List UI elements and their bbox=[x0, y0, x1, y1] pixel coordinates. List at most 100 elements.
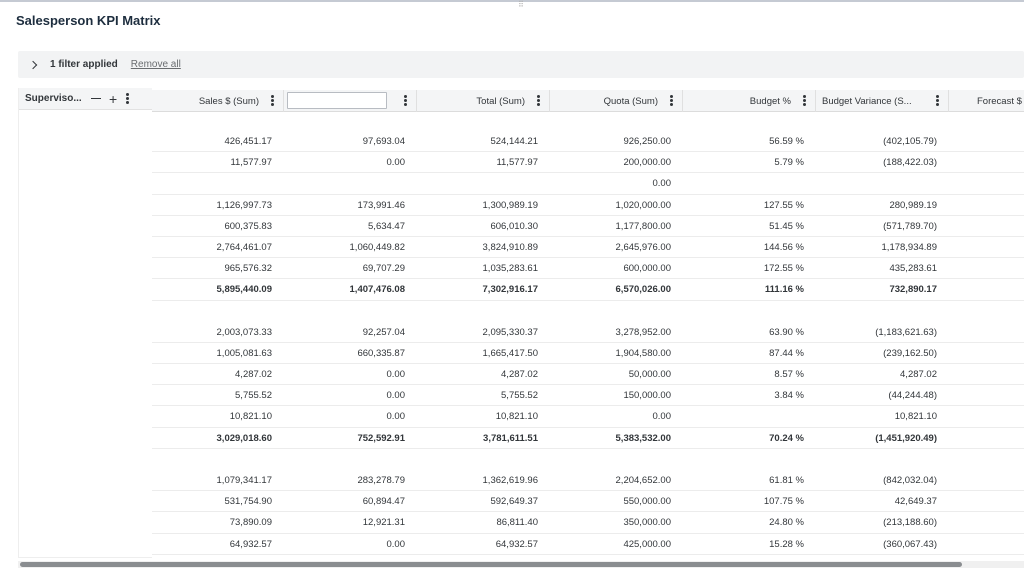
table-cell[interactable]: (1,451,920.49) bbox=[875, 432, 937, 444]
table-cell[interactable]: 1,005,081.63 bbox=[216, 347, 272, 359]
table-cell[interactable]: 5,634.47 bbox=[368, 220, 405, 232]
table-cell[interactable]: (1,183,621.63) bbox=[875, 326, 937, 338]
table-cell[interactable]: 1,020,000.00 bbox=[615, 199, 671, 211]
table-cell[interactable]: 550,000.00 bbox=[623, 496, 671, 508]
table-cell[interactable]: 64,932.57 bbox=[495, 538, 538, 550]
table-cell[interactable]: 926,250.00 bbox=[623, 136, 671, 147]
table-cell[interactable]: 2,645,976.00 bbox=[615, 241, 671, 253]
expand-plus-icon[interactable]: + bbox=[109, 90, 118, 107]
table-cell[interactable]: 0.00 bbox=[386, 538, 406, 550]
table-cell[interactable]: 4,287.02 bbox=[235, 369, 272, 381]
column-header-total[interactable]: Total (Sum) bbox=[417, 90, 550, 112]
table-cell[interactable]: 660,335.87 bbox=[357, 347, 405, 359]
table-cell[interactable]: 524,144.21 bbox=[490, 136, 538, 147]
table-cell[interactable]: 3,278,952.00 bbox=[615, 326, 671, 338]
table-cell[interactable]: (360,067.43) bbox=[883, 538, 937, 550]
table-cell[interactable]: 64,932.57 bbox=[229, 538, 272, 550]
table-cell[interactable]: 1,035,283.61 bbox=[482, 263, 538, 275]
table-cell[interactable]: 200,000.00 bbox=[623, 157, 671, 169]
table-cell[interactable]: (44,244.48) bbox=[888, 390, 937, 402]
table-cell[interactable]: 752,592.91 bbox=[357, 432, 405, 444]
column-header-forecast[interactable]: Forecast $ bbox=[949, 90, 1024, 112]
table-cell[interactable]: 350,000.00 bbox=[623, 517, 671, 529]
table-cell[interactable]: (402,105.79) bbox=[883, 136, 937, 147]
table-cell[interactable]: 531,754.90 bbox=[224, 496, 272, 508]
column-menu-icon[interactable] bbox=[271, 95, 274, 106]
table-cell[interactable]: 11,577.97 bbox=[496, 157, 538, 169]
table-cell[interactable]: (239,162.50) bbox=[883, 347, 937, 359]
table-cell[interactable]: 60,894.47 bbox=[362, 496, 405, 508]
table-cell[interactable]: 1,079,341.17 bbox=[216, 475, 272, 486]
table-cell[interactable]: 425,000.00 bbox=[623, 538, 671, 550]
filter-count-label[interactable]: 1 filter applied bbox=[50, 59, 118, 70]
table-cell[interactable]: 42,649.37 bbox=[894, 496, 937, 508]
table-cell[interactable]: 2,204,652.00 bbox=[615, 475, 671, 486]
table-cell[interactable]: 92,257.04 bbox=[362, 326, 405, 338]
table-cell[interactable]: 1,665,417.50 bbox=[482, 347, 538, 359]
chevron-right-icon[interactable] bbox=[28, 60, 38, 69]
table-cell[interactable]: 3,029,018.60 bbox=[216, 432, 272, 444]
table-cell[interactable]: 5.79 % bbox=[774, 157, 804, 169]
table-cell[interactable]: 87.44 % bbox=[769, 347, 804, 359]
collapse-minus-icon[interactable] bbox=[91, 97, 101, 100]
table-cell[interactable]: 173,991.46 bbox=[357, 199, 405, 211]
table-cell[interactable]: 592,649.37 bbox=[490, 496, 538, 508]
table-cell[interactable]: 150,000.00 bbox=[623, 390, 671, 402]
dimension-menu-icon[interactable] bbox=[126, 93, 130, 104]
table-cell[interactable]: 97,693.04 bbox=[362, 136, 405, 147]
table-cell[interactable]: 69,707.29 bbox=[362, 263, 405, 275]
table-cell[interactable]: 4,287.02 bbox=[501, 369, 538, 381]
column-header-budget-pct[interactable]: Budget % bbox=[683, 90, 816, 112]
table-cell[interactable]: (842,032.04) bbox=[883, 475, 937, 486]
column-menu-icon[interactable] bbox=[936, 95, 939, 106]
table-cell[interactable]: 600,375.83 bbox=[224, 220, 272, 232]
table-cell[interactable]: 0.00 bbox=[386, 369, 406, 381]
table-cell[interactable]: 6,570,026.00 bbox=[615, 284, 671, 296]
table-cell[interactable]: 73,890.09 bbox=[229, 517, 272, 529]
table-cell[interactable]: 3,824,910.89 bbox=[482, 241, 538, 253]
horizontal-scrollbar-thumb[interactable] bbox=[20, 562, 962, 567]
table-cell[interactable]: 111.16 % bbox=[764, 284, 804, 296]
column-header-quota[interactable]: Quota (Sum) bbox=[550, 90, 683, 112]
table-cell[interactable]: 15.28 % bbox=[769, 538, 804, 550]
table-cell[interactable]: 61.81 % bbox=[769, 475, 804, 486]
table-cell[interactable]: 5,383,532.00 bbox=[615, 432, 671, 444]
table-cell[interactable]: 606,010.30 bbox=[490, 220, 538, 232]
table-cell[interactable]: 63.90 % bbox=[769, 326, 804, 338]
column-menu-icon[interactable] bbox=[670, 95, 673, 106]
table-cell[interactable]: 732,890.17 bbox=[889, 284, 937, 296]
table-cell[interactable] bbox=[418, 173, 538, 194]
table-cell[interactable]: (213,188.60) bbox=[883, 517, 937, 529]
table-cell[interactable]: 24.80 % bbox=[769, 517, 804, 529]
column-menu-icon[interactable] bbox=[537, 95, 540, 106]
remove-all-link[interactable]: Remove all bbox=[130, 59, 181, 70]
table-cell[interactable]: 1,178,934.89 bbox=[881, 241, 937, 253]
table-cell[interactable]: 12,921.31 bbox=[362, 517, 405, 529]
table-cell[interactable] bbox=[684, 173, 804, 194]
table-cell[interactable]: (188,422.03) bbox=[883, 157, 937, 169]
table-cell[interactable]: 1,300,989.19 bbox=[482, 199, 538, 211]
table-cell[interactable]: 5,755.52 bbox=[235, 390, 272, 402]
table-cell[interactable]: 435,283.61 bbox=[889, 263, 937, 275]
table-cell[interactable]: 10,821.10 bbox=[894, 411, 937, 423]
table-cell[interactable] bbox=[285, 173, 405, 194]
table-cell[interactable]: 144.56 % bbox=[763, 241, 804, 253]
table-cell[interactable]: 127.55 % bbox=[763, 199, 804, 211]
table-cell[interactable]: 3.84 % bbox=[774, 390, 804, 402]
table-cell[interactable]: 600,000.00 bbox=[623, 263, 671, 275]
table-cell[interactable]: 2,095,330.37 bbox=[482, 326, 538, 338]
table-cell[interactable]: 1,904,580.00 bbox=[615, 347, 671, 359]
table-cell[interactable]: (571,789.70) bbox=[883, 220, 937, 232]
table-cell[interactable]: 7,302,916.17 bbox=[482, 284, 538, 296]
table-cell[interactable]: 172.55 % bbox=[763, 263, 804, 275]
table-cell[interactable]: 0.00 bbox=[652, 178, 672, 190]
table-cell[interactable]: 3,781,611.51 bbox=[483, 432, 538, 444]
table-cell[interactable] bbox=[684, 406, 804, 427]
supervisor-dimension-label[interactable]: Superviso... bbox=[25, 93, 82, 104]
table-cell[interactable]: 2,003,073.33 bbox=[216, 326, 272, 338]
column-header-unnamed[interactable] bbox=[284, 90, 417, 112]
table-cell[interactable] bbox=[152, 173, 272, 194]
column-header-budget-variance[interactable]: Budget Variance (S... bbox=[816, 90, 949, 112]
column-header-input[interactable] bbox=[287, 92, 387, 109]
column-header-sales[interactable]: Sales $ (Sum) bbox=[152, 90, 284, 112]
